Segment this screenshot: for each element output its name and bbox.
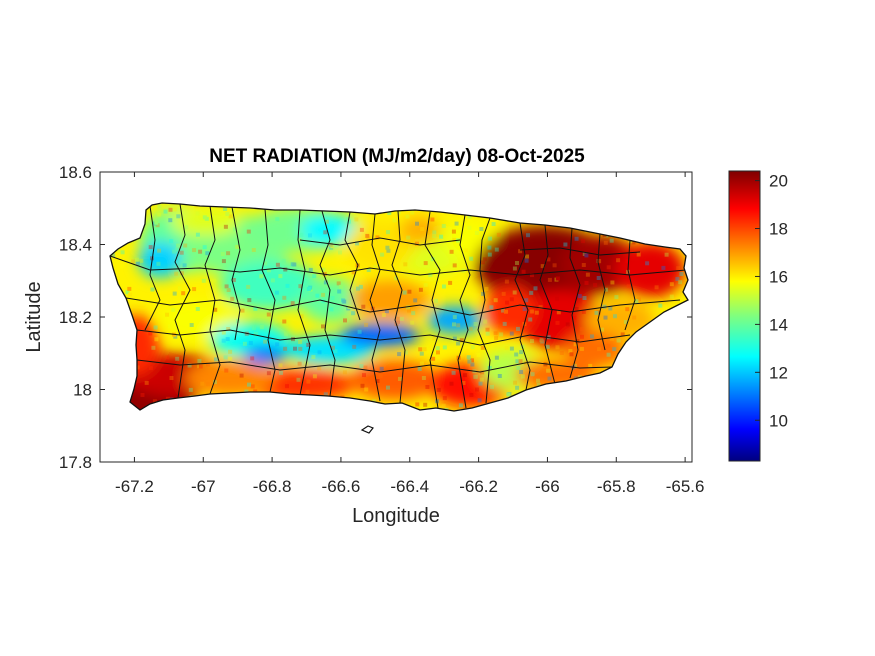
colorbar-tick-label: 14	[769, 315, 788, 334]
x-axis-ticks: -67.2 -67 -66.8 -66.6 -66.4 -66.2 -66 -65.8 -65.…	[115, 172, 704, 496]
heat-blob	[170, 208, 240, 236]
heat-blob	[220, 260, 320, 310]
municipality-boundary	[519, 247, 641, 256]
municipality-boundary	[136, 359, 613, 373]
heat-blob	[427, 306, 483, 334]
municipality-boundary	[144, 205, 161, 331]
municipality-boundary	[539, 224, 556, 385]
x-tick-label: -66	[535, 477, 560, 496]
small-island-caja-de-muerto	[360, 425, 374, 434]
x-tick-label: -66.4	[390, 477, 429, 496]
municipality-boundary	[261, 208, 276, 393]
municipality-boundary	[569, 227, 581, 379]
municipality-boundary	[231, 206, 241, 341]
municipality-boundary	[125, 297, 681, 316]
y-tick-label: 18.6	[59, 163, 92, 182]
municipality-boundary	[597, 232, 606, 351]
x-tick-label: -67	[191, 477, 216, 496]
x-tick-label: -66.8	[253, 477, 292, 496]
heat-blob	[345, 220, 415, 270]
chart-title: NET RADIATION (MJ/m2/day) 08-Oct-2025	[209, 146, 585, 167]
municipality-boundary	[424, 211, 441, 409]
municipality-lines	[110, 203, 687, 409]
colorbar-gradient	[729, 171, 760, 461]
x-tick-label: -66.6	[322, 477, 361, 496]
municipality-boundary	[369, 213, 381, 402]
heat-blob	[565, 332, 625, 368]
colorbar-tick-label: 16	[769, 267, 788, 286]
heat-blob	[350, 360, 440, 400]
municipality-boundary	[319, 210, 336, 397]
island-outline	[109, 202, 689, 412]
x-tick-label: -65.6	[666, 477, 705, 496]
colorbar-ticks: 10 12 14 16 18 20	[755, 172, 788, 430]
y-tick-label: 17.8	[59, 453, 92, 472]
x-tick-label: -67.2	[115, 477, 154, 496]
heat-blob	[243, 345, 287, 365]
municipality-boundary	[514, 222, 531, 391]
y-axis-label: Latitude	[23, 281, 45, 352]
colorbar-frame	[728, 170, 761, 462]
heat-blob	[615, 242, 685, 298]
heat-blob	[585, 300, 655, 340]
municipality-boundary	[344, 211, 361, 321]
colorbar-tick-label: 20	[769, 172, 788, 191]
y-axis-ticks: 17.8 18 18.2 18.4 18.6	[59, 163, 692, 472]
municipality-boundary	[297, 209, 311, 396]
municipality-boundary	[457, 214, 471, 409]
colorbar: 10 12 14 16 18 20	[728, 170, 788, 462]
municipality-boundary	[299, 237, 461, 246]
heat-blob	[300, 278, 360, 322]
heat-blob	[400, 216, 440, 244]
plot-area: -67.2 -67 -66.8 -66.6 -66.4 -66.2 -66 -65.8 -65.…	[59, 163, 705, 496]
municipality-boundary	[136, 329, 631, 346]
colorbar-tick-label: 12	[769, 363, 788, 382]
municipality-boundary	[391, 210, 406, 404]
municipality-boundary	[110, 255, 687, 276]
heat-blob	[185, 360, 275, 396]
colorbar-tick-label: 10	[769, 411, 788, 430]
municipality-boundary	[624, 239, 636, 331]
municipality-boundaries	[110, 203, 687, 409]
y-tick-label: 18.4	[59, 236, 92, 255]
y-tick-label: 18	[73, 381, 92, 400]
municipality-boundary	[477, 217, 491, 404]
heat-blob	[350, 280, 430, 320]
x-tick-label: -66.2	[459, 477, 498, 496]
x-tick-label: -65.8	[597, 477, 636, 496]
heat-blob	[340, 323, 420, 347]
x-axis-label: Longitude	[352, 505, 440, 527]
colorbar-tick-label: 18	[769, 220, 788, 239]
y-tick-label: 18.2	[59, 308, 92, 327]
municipality-boundary	[174, 203, 191, 399]
